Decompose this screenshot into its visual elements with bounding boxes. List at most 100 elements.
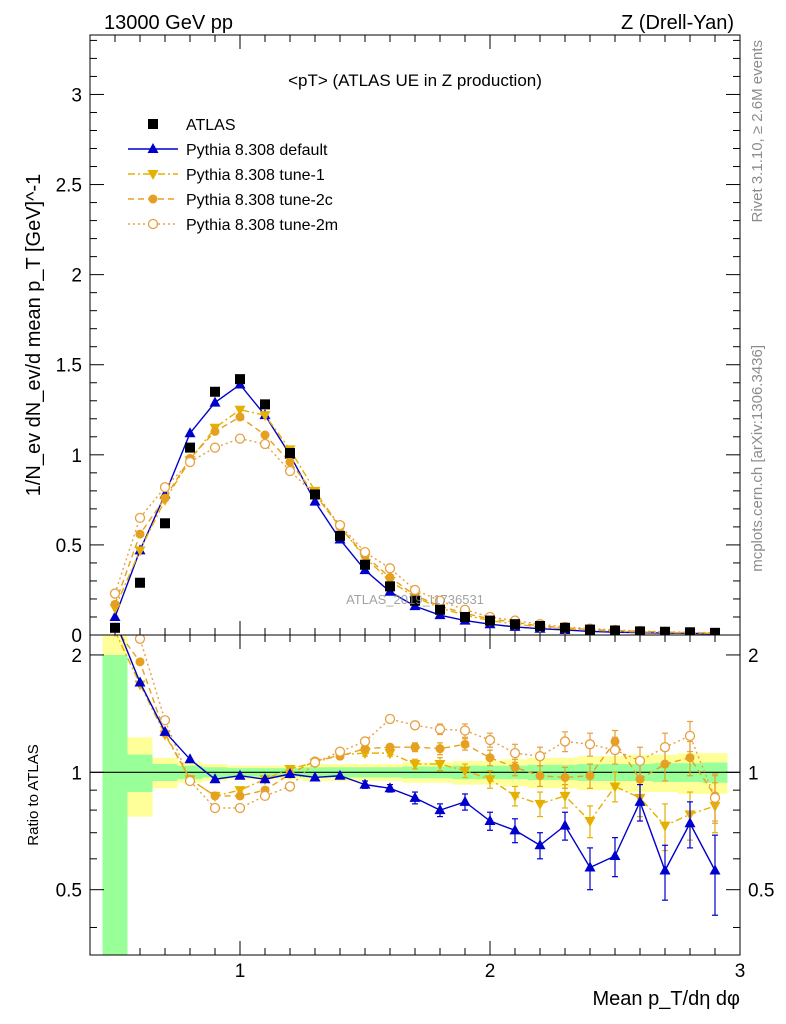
legend-label: Pythia 8.308 tune-1 [186, 167, 325, 184]
ratio-data-point [259, 773, 271, 784]
ratio-data-point [409, 791, 421, 802]
main-data-point [284, 465, 296, 477]
main-y-tick-label: 1 [71, 446, 82, 467]
ratio-data-point [459, 795, 471, 806]
main-data-point [234, 433, 246, 444]
main-data-point [210, 386, 220, 397]
ratio-data-point [384, 782, 396, 793]
ratio-data-point [234, 802, 246, 814]
ratio-data-point [659, 742, 671, 753]
ratio-data-point [684, 817, 696, 828]
legend-label: Pythia 8.308 tune-2m [186, 217, 338, 234]
ratio-data-point [484, 815, 496, 826]
main-data-point [134, 512, 146, 524]
main-data-point [410, 595, 420, 606]
ratio-data-point [235, 791, 245, 801]
main-data-point [710, 627, 720, 635]
ratio-data-point [209, 773, 221, 784]
ratio-data-point [634, 755, 646, 767]
ratio-data-point [585, 771, 595, 781]
legend-marker [148, 119, 158, 129]
x-axis-label: Mean p_T/dη dφ [593, 988, 741, 1010]
ratio-data-point [409, 760, 421, 771]
ratio-data-point [159, 715, 171, 726]
ratio-data-point [135, 657, 145, 667]
ratio-y-tick-label-right: 0.5 [748, 881, 774, 902]
ratio-data-point [409, 720, 421, 731]
ratio-data-point [659, 864, 671, 875]
ratio-data-point [685, 753, 695, 763]
ratio-data-point [334, 769, 346, 780]
ratio-data-point [484, 734, 496, 746]
main-data-point [285, 457, 295, 467]
ratio-data-point [259, 790, 271, 802]
ratio-data-point [535, 771, 545, 781]
ratio-data-point [234, 786, 246, 797]
ratio-data-point [709, 792, 721, 804]
ratio-data-point [134, 676, 146, 687]
main-data-point [385, 581, 395, 592]
main-data-point [460, 611, 470, 622]
ratio-data-point [234, 769, 246, 780]
main-data-point [109, 588, 121, 599]
ratio-data-point [209, 802, 221, 814]
ratio-data-point [484, 775, 496, 786]
legend-marker [148, 194, 158, 204]
ratio-data-point [485, 753, 495, 763]
ratio-data-point [159, 725, 171, 736]
legend: ATLAS Pythia 8.308 default Pythia 8.308 tu… [128, 117, 338, 234]
ratio-data-point [334, 746, 346, 757]
axis-ticks [89, 35, 741, 955]
main-data-point [435, 604, 445, 615]
main-y-axis-label: 1/N_ev dN_ev/d mean p_T [GeV]^-1 [23, 174, 45, 497]
ratio-data-point [509, 824, 521, 835]
ratio-data-point [434, 760, 446, 771]
main-data-point [159, 482, 171, 493]
main-y-tick-label: 2 [71, 266, 82, 287]
ratio-y-tick-label-right: 2 [748, 646, 759, 667]
legend-label: ATLAS [186, 117, 236, 134]
ratio-series [113, 635, 721, 916]
main-data-point [409, 584, 421, 596]
ratio-data-point [460, 739, 470, 749]
main-panel: 0 0.5 1 1.5 2 2.5 3 ATLAS Pythia 8.308 default Py… [56, 35, 741, 955]
main-data-point [360, 559, 370, 570]
ratio-series-0 [120, 635, 721, 916]
ratio-data-point [534, 751, 546, 762]
rivet-label: Rivet 3.1.10, ≥ 2.6M events [749, 40, 766, 223]
main-data-point [585, 624, 595, 635]
ratio-data-point [560, 772, 570, 782]
mcplots-label: mcplots.cern.ch [arXiv:1306.3436] [749, 345, 766, 572]
ratio-data-point [609, 850, 621, 861]
ratio-y-axis-label: Ratio to ATLAS [25, 744, 42, 845]
ratio-frame [89, 634, 741, 956]
main-data-point [209, 442, 221, 453]
main-data-point [160, 518, 170, 529]
main-data-point [610, 625, 620, 635]
ratio-data-point [659, 821, 671, 832]
ratio-data-point [184, 775, 196, 787]
ratio-data-point [359, 736, 371, 747]
ratio-data-point [134, 635, 146, 644]
main-data-point [285, 448, 295, 459]
ratio-data-point [184, 753, 196, 764]
ratio-data-point [559, 791, 571, 802]
main-data-point [685, 627, 695, 635]
ratio-data-point [410, 742, 420, 752]
ratio-data-point [584, 861, 596, 872]
ratio-data-point [113, 635, 117, 638]
ratio-data-point [584, 739, 596, 750]
ratio-data-point [359, 778, 371, 789]
main-data-point [234, 405, 246, 416]
analysis-watermark: ATLAS_2019_I1736531 [346, 592, 484, 607]
main-y-tick-label: 0.5 [56, 536, 82, 557]
main-data-point [384, 563, 396, 574]
main-data-point [309, 495, 321, 506]
main-data-point [310, 489, 320, 500]
ratio-y-tick-label: 0.5 [56, 881, 82, 902]
ratio-data-point [509, 791, 521, 802]
main-data-point [110, 622, 120, 633]
legend-marker [147, 170, 159, 180]
ratio-data-point [534, 839, 546, 850]
